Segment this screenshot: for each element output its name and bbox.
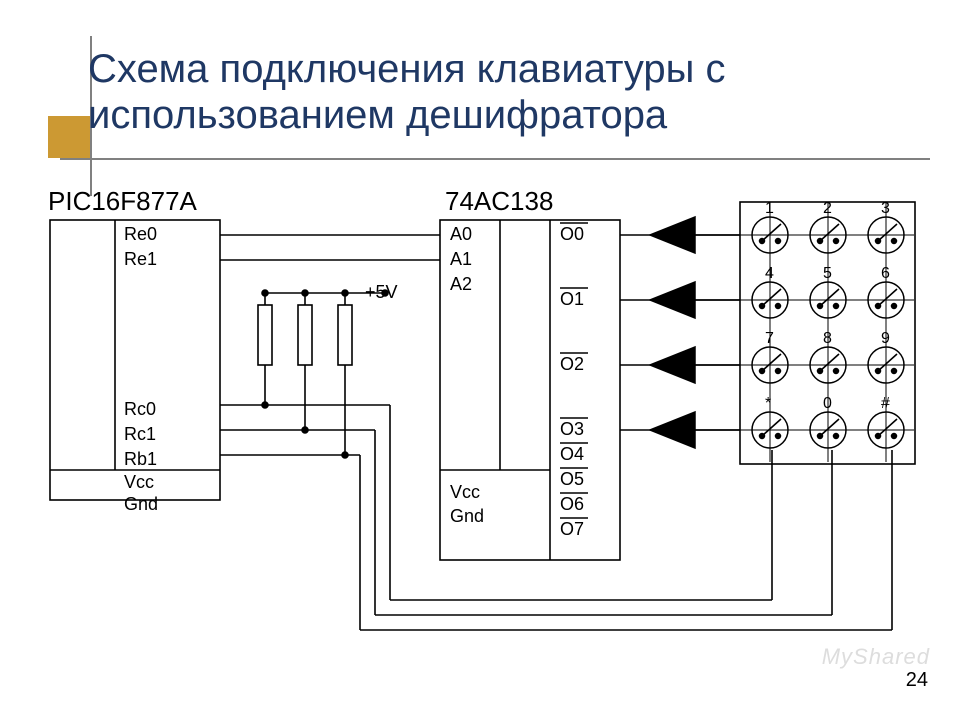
slide-title-text: Схема подключения клавиатуры с использов…	[88, 47, 726, 137]
svg-text:A1: A1	[450, 249, 472, 269]
svg-text:Re1: Re1	[124, 249, 157, 269]
svg-text:9: 9	[881, 330, 890, 347]
svg-text:7: 7	[765, 330, 774, 347]
svg-text:O6: O6	[560, 494, 584, 514]
title-horizontal-rule	[60, 158, 930, 160]
svg-text:Vcc: Vcc	[124, 472, 154, 492]
svg-text:4: 4	[765, 265, 774, 282]
svg-text:0: 0	[823, 395, 832, 412]
svg-text:Rb1: Rb1	[124, 449, 157, 469]
svg-text:Gnd: Gnd	[450, 506, 484, 526]
svg-text:A0: A0	[450, 224, 472, 244]
svg-text:Rc0: Rc0	[124, 399, 156, 419]
svg-text:74AC138: 74AC138	[445, 186, 553, 216]
svg-text:Vcc: Vcc	[450, 482, 480, 502]
svg-text:Rc1: Rc1	[124, 424, 156, 444]
svg-text:O7: O7	[560, 519, 584, 539]
svg-text:O4: O4	[560, 444, 584, 464]
svg-text:O1: O1	[560, 289, 584, 309]
svg-text:A2: A2	[450, 274, 472, 294]
slide-title: Схема подключения клавиатуры с использов…	[88, 46, 960, 138]
svg-text:Re0: Re0	[124, 224, 157, 244]
svg-text:8: 8	[823, 330, 832, 347]
title-accent-square	[48, 116, 90, 158]
schematic-diagram: PIC16F877A74AC138Re0Re1Rc0Rc1Rb1VccGndA0…	[40, 180, 920, 660]
svg-text:+5V: +5V	[365, 282, 398, 302]
svg-text:O2: O2	[560, 354, 584, 374]
svg-text:PIC16F877A: PIC16F877A	[48, 186, 198, 216]
slide: Схема подключения клавиатуры с использов…	[0, 0, 960, 720]
svg-text:O0: O0	[560, 224, 584, 244]
svg-text:O5: O5	[560, 469, 584, 489]
svg-text:*: *	[765, 395, 771, 412]
svg-text:6: 6	[881, 265, 890, 282]
svg-text:3: 3	[881, 200, 890, 217]
svg-text:1: 1	[765, 200, 774, 217]
page-number: 24	[906, 669, 928, 692]
svg-text:5: 5	[823, 265, 832, 282]
svg-text:Gnd: Gnd	[124, 494, 158, 514]
svg-text:#: #	[881, 395, 890, 412]
svg-text:2: 2	[823, 200, 832, 217]
svg-text:O3: O3	[560, 419, 584, 439]
